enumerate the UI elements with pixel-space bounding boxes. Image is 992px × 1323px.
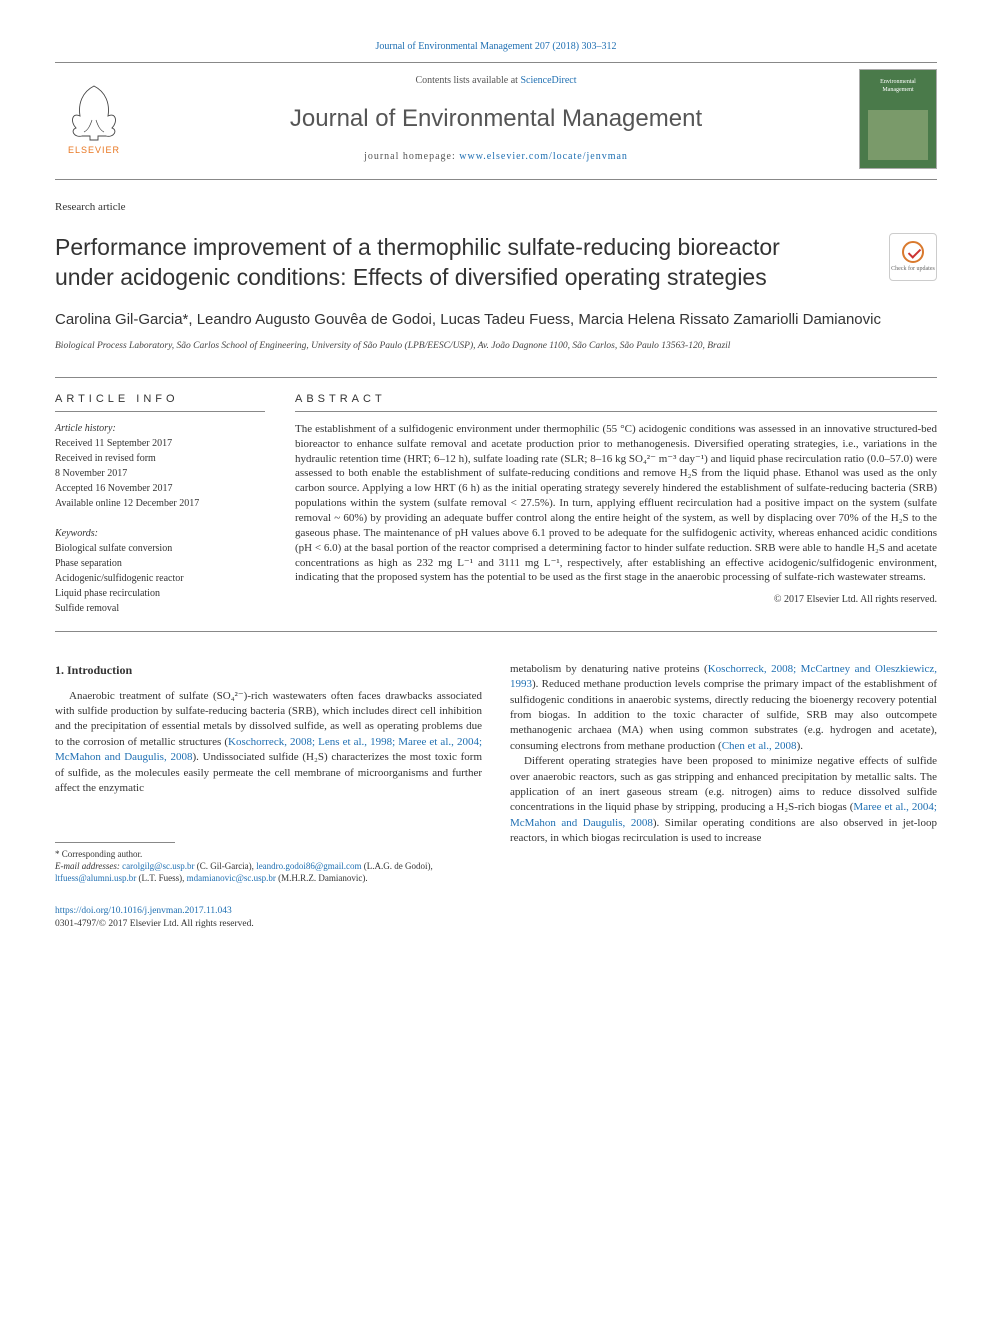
article-info-heading: ARTICLE INFO	[55, 392, 265, 407]
sciencedirect-link[interactable]: ScienceDirect	[520, 75, 576, 86]
contents-list-line: Contents lists available at ScienceDirec…	[153, 74, 839, 88]
affiliation: Biological Process Laboratory, São Carlo…	[55, 340, 937, 352]
elsevier-logo[interactable]: ELSEVIER	[55, 75, 133, 163]
info-abstract-block: ARTICLE INFO Article history: Received 1…	[55, 377, 937, 632]
text-run: metabolism by denaturing native proteins…	[510, 663, 708, 675]
email-link[interactable]: leandro.godoi86@gmail.com	[256, 861, 361, 871]
keywords-block: Keywords: Biological sulfate conversion …	[55, 527, 265, 616]
author-list: Carolina Gil-Garcia*, Leandro Augusto Go…	[55, 309, 937, 330]
left-column: 1. Introduction Anaerobic treatment of s…	[55, 662, 482, 931]
crossmark-badge[interactable]: Check for updates	[889, 233, 937, 281]
cover-title: Environmental Management	[864, 78, 932, 95]
abstract-text: The establishment of a sulfidogenic envi…	[295, 422, 937, 585]
abstract-heading: ABSTRACT	[295, 392, 937, 407]
footnote-divider	[55, 842, 175, 843]
divider	[295, 411, 937, 412]
abstract-copyright: © 2017 Elsevier Ltd. All rights reserved…	[295, 593, 937, 607]
text-run: (M.H.R.Z. Damianovic).	[276, 873, 368, 883]
email-label: E-mail addresses:	[55, 861, 122, 871]
divider	[55, 62, 937, 63]
homepage-link[interactable]: www.elsevier.com/locate/jenvman	[459, 151, 628, 162]
journal-header: ELSEVIER Contents lists available at Sci…	[55, 69, 937, 169]
issn-copyright: 0301-4797/© 2017 Elsevier Ltd. All right…	[55, 918, 482, 931]
elsevier-wordmark: ELSEVIER	[68, 144, 120, 157]
history-item: Received in revised form	[55, 452, 265, 466]
history-item: Available online 12 December 2017	[55, 497, 265, 511]
keyword: Phase separation	[55, 557, 265, 571]
article-info-column: ARTICLE INFO Article history: Received 1…	[55, 378, 265, 631]
title-row: Performance improvement of a thermophili…	[55, 233, 937, 309]
header-center: Contents lists available at ScienceDirec…	[133, 74, 859, 164]
body-columns: 1. Introduction Anaerobic treatment of s…	[55, 662, 937, 931]
elsevier-tree-icon	[60, 82, 128, 142]
doi-link[interactable]: https://doi.org/10.1016/j.jenvman.2017.1…	[55, 906, 232, 916]
article-title: Performance improvement of a thermophili…	[55, 233, 815, 293]
keyword: Biological sulfate conversion	[55, 542, 265, 556]
email-link[interactable]: mdamianovic@sc.usp.br	[187, 873, 276, 883]
history-label: Article history:	[55, 422, 265, 436]
journal-homepage: journal homepage: www.elsevier.com/locat…	[153, 150, 839, 164]
keyword: Acidogenic/sulfidogenic reactor	[55, 572, 265, 586]
divider	[55, 411, 265, 412]
text-run: (C. Gil-Garcia),	[194, 861, 256, 871]
section-heading: 1. Introduction	[55, 662, 482, 679]
paragraph: Different operating strategies have been…	[510, 754, 937, 846]
page-container: Journal of Environmental Management 207 …	[0, 0, 992, 971]
text-run: ).	[797, 740, 803, 752]
text-run: (L.T. Fuess),	[136, 873, 186, 883]
email-link[interactable]: ltfuess@alumni.usp.br	[55, 873, 136, 883]
contents-prefix: Contents lists available at	[415, 75, 520, 86]
abstract-column: ABSTRACT The establishment of a sulfidog…	[295, 378, 937, 631]
corresponding-author-note: * Corresponding author.	[55, 849, 482, 861]
paragraph: Anaerobic treatment of sulfate (SO₄²⁻)-r…	[55, 689, 482, 797]
history-item: Accepted 16 November 2017	[55, 482, 265, 496]
keyword: Liquid phase recirculation	[55, 587, 265, 601]
history-item: 8 November 2017	[55, 467, 265, 481]
citation-link[interactable]: Chen et al., 2008	[722, 740, 797, 752]
text-run: (L.A.G. de Godoi),	[361, 861, 432, 871]
divider	[55, 179, 937, 180]
email-footnote: E-mail addresses: carolgilg@sc.usp.br (C…	[55, 861, 482, 884]
homepage-prefix: journal homepage:	[364, 151, 459, 162]
crossmark-label: Check for updates	[891, 265, 935, 273]
paragraph: metabolism by denaturing native proteins…	[510, 662, 937, 754]
crossmark-icon	[902, 241, 924, 263]
journal-name: Journal of Environmental Management	[153, 102, 839, 136]
journal-cover-thumbnail[interactable]: Environmental Management	[859, 69, 937, 169]
bottom-identifiers: https://doi.org/10.1016/j.jenvman.2017.1…	[55, 905, 482, 932]
cover-image-placeholder	[868, 110, 928, 160]
email-link[interactable]: carolgilg@sc.usp.br	[122, 861, 194, 871]
history-item: Received 11 September 2017	[55, 437, 265, 451]
keywords-label: Keywords:	[55, 527, 265, 541]
keyword: Sulfide removal	[55, 602, 265, 616]
journal-citation[interactable]: Journal of Environmental Management 207 …	[55, 40, 937, 54]
article-type: Research article	[55, 200, 937, 215]
right-column: metabolism by denaturing native proteins…	[510, 662, 937, 931]
